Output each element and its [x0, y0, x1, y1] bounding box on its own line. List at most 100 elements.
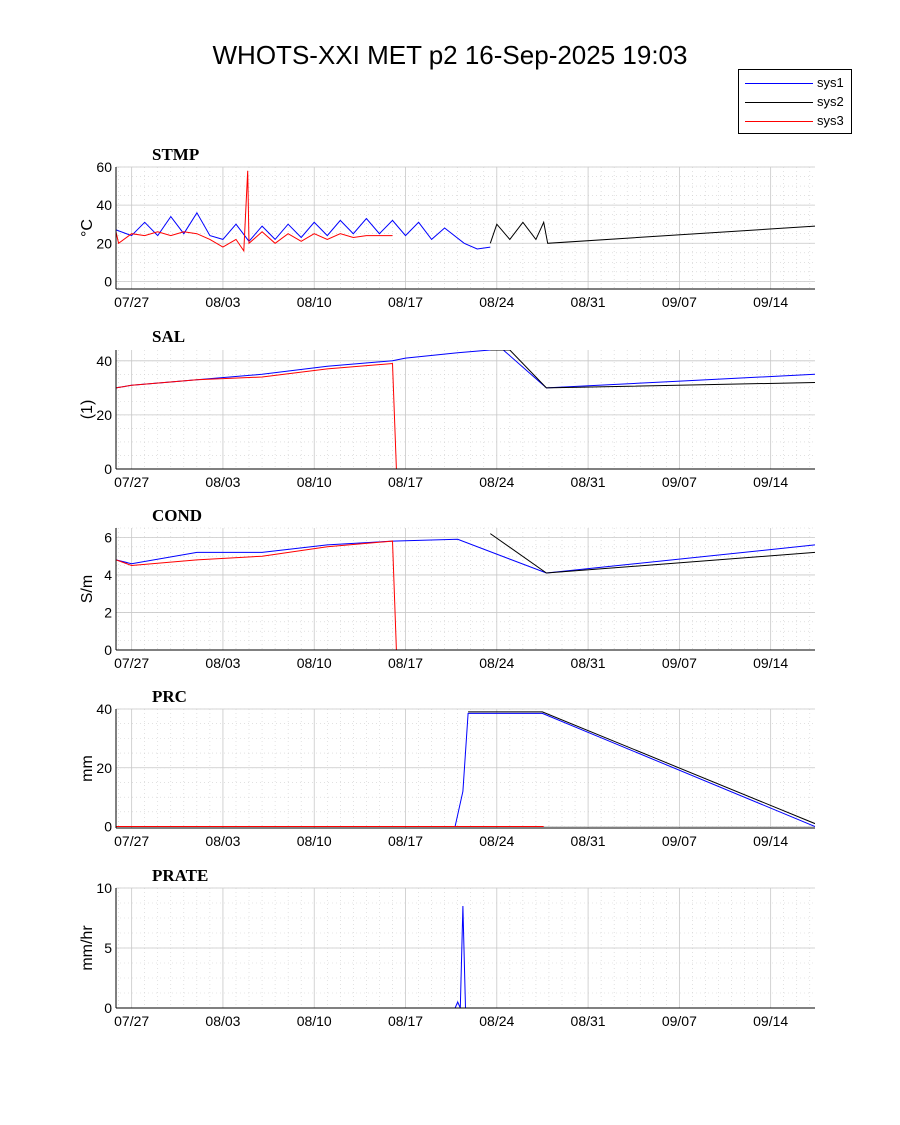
panel-stmp: 0 20 40 60 07/27 08/03 08/10 08/17 08/24 08/31 09/… — [79, 145, 815, 310]
x-tick-label: 08/31 — [571, 833, 606, 849]
x-tick-label: 08/31 — [571, 474, 606, 490]
minor-grid — [116, 350, 815, 470]
y-tick-label: 20 — [96, 760, 112, 776]
legend: sys1 sys2 sys3 — [738, 69, 852, 134]
legend-item-sys1: sys1 — [739, 74, 851, 92]
x-tick-label: 08/03 — [205, 833, 240, 849]
x-tick-label: 09/07 — [662, 833, 697, 849]
x-tick-label: 08/24 — [479, 474, 514, 490]
x-tick-label: 09/14 — [753, 655, 788, 671]
y-tick-label: 60 — [96, 159, 112, 175]
figure-title: WHOTS-XXI MET p2 16-Sep-2025 19:03 — [212, 40, 688, 70]
x-tick-label: 08/10 — [297, 294, 332, 310]
x-tick-label: 07/27 — [114, 294, 149, 310]
x-tick-label: 08/03 — [205, 655, 240, 671]
x-tick-label: 08/17 — [388, 655, 423, 671]
y-tick-label: 0 — [104, 819, 112, 835]
x-tick-label: 08/10 — [297, 833, 332, 849]
panel-sal: 0 20 40 07/27 08/03 08/10 08/17 08/24 08/31 09/07… — [79, 327, 815, 490]
x-tick-label: 08/03 — [205, 1013, 240, 1029]
legend-label-sys2: sys2 — [817, 94, 844, 109]
x-tick-label: 07/27 — [114, 833, 149, 849]
y-tick-label: 0 — [104, 273, 112, 289]
series-line-sys2 — [489, 220, 815, 244]
x-tick-label: 08/31 — [571, 1013, 606, 1029]
legend-item-sys2: sys2 — [739, 93, 851, 111]
x-tick-label: 08/10 — [297, 655, 332, 671]
x-tick-label: 07/27 — [114, 474, 149, 490]
series-line-sys1 — [116, 350, 815, 389]
x-tick-label: 09/07 — [662, 655, 697, 671]
x-tick-label: 07/27 — [114, 655, 149, 671]
x-tick-label: 08/03 — [205, 294, 240, 310]
y-axis-label: mm/hr — [79, 925, 96, 971]
y-axis-label: (1) — [79, 400, 96, 420]
x-tick-label: 08/24 — [479, 1013, 514, 1029]
y-tick-label: 40 — [96, 353, 112, 369]
x-tick-label: 09/14 — [753, 833, 788, 849]
legend-label-sys1: sys1 — [817, 75, 844, 90]
x-tick-label: 09/14 — [753, 294, 788, 310]
legend-item-sys3: sys3 — [739, 112, 851, 130]
series-line-sys2 — [468, 711, 815, 825]
x-tick-label: 08/24 — [479, 655, 514, 671]
series-group — [116, 533, 815, 650]
x-tick-label: 08/31 — [571, 655, 606, 671]
panel-title: SAL — [152, 327, 185, 346]
legend-label-sys3: sys3 — [817, 113, 844, 128]
legend-swatch-sys3 — [745, 121, 813, 122]
series-group — [116, 711, 815, 827]
y-tick-label: 2 — [104, 604, 112, 620]
x-tick-label: 08/17 — [388, 1013, 423, 1029]
x-tick-label: 08/17 — [388, 833, 423, 849]
legend-swatch-sys1 — [745, 83, 813, 84]
x-tick-label: 08/10 — [297, 1013, 332, 1029]
y-axis-label: °C — [79, 219, 96, 237]
x-tick-label: 08/03 — [205, 474, 240, 490]
series-line-sys1 — [116, 712, 815, 827]
panel-prc: 0 20 40 07/27 08/03 08/10 08/17 08/24 08/31 09/07… — [79, 687, 815, 849]
x-tick-label: 07/27 — [114, 1013, 149, 1029]
minor-grid — [116, 527, 815, 651]
series-group — [116, 170, 815, 253]
x-tick-label: 09/14 — [753, 1013, 788, 1029]
x-tick-label: 08/24 — [479, 833, 514, 849]
x-tick-label: 08/31 — [571, 294, 606, 310]
series-line-sys3 — [116, 362, 544, 469]
series-group — [116, 350, 815, 469]
x-tick-label: 08/17 — [388, 474, 423, 490]
y-tick-label: 40 — [96, 701, 112, 717]
x-tick-label: 08/24 — [479, 294, 514, 310]
panel-cond: 0 2 4 6 07/27 08/03 08/10 08/17 08/24 08/31 09/07 0… — [79, 506, 815, 671]
minor-grid — [116, 708, 815, 828]
series-line-sys1 — [116, 538, 815, 574]
x-tick-label: 08/17 — [388, 294, 423, 310]
series-line-sys3 — [116, 540, 544, 650]
series-line-sys3 — [116, 170, 393, 253]
y-tick-label: 6 — [104, 529, 112, 545]
y-tick-label: 10 — [96, 880, 112, 896]
x-tick-label: 09/07 — [662, 1013, 697, 1029]
series-line-sys1 — [116, 211, 491, 250]
y-axis-label: S/m — [79, 575, 96, 603]
panel-title: PRC — [152, 687, 187, 706]
y-tick-label: 0 — [104, 642, 112, 658]
panel-title: PRATE — [152, 866, 208, 885]
y-tick-label: 5 — [104, 940, 112, 956]
y-tick-label: 0 — [104, 461, 112, 477]
x-tick-label: 08/10 — [297, 474, 332, 490]
x-tick-label: 09/07 — [662, 294, 697, 310]
minor-grid — [116, 166, 815, 289]
panel-title: STMP — [152, 145, 199, 164]
legend-swatch-sys2 — [745, 102, 813, 103]
y-tick-label: 40 — [96, 197, 112, 213]
x-tick-label: 09/14 — [753, 474, 788, 490]
panel-prate: 0 5 10 07/27 08/03 08/10 08/17 08/24 08/31 09/07 0… — [79, 866, 815, 1029]
x-tick-label: 09/07 — [662, 474, 697, 490]
y-tick-label: 0 — [104, 1000, 112, 1016]
y-tick-label: 4 — [104, 567, 112, 583]
series-line-sys2 — [490, 533, 815, 574]
series-line-sys2 — [490, 350, 815, 389]
y-tick-label: 20 — [96, 407, 112, 423]
